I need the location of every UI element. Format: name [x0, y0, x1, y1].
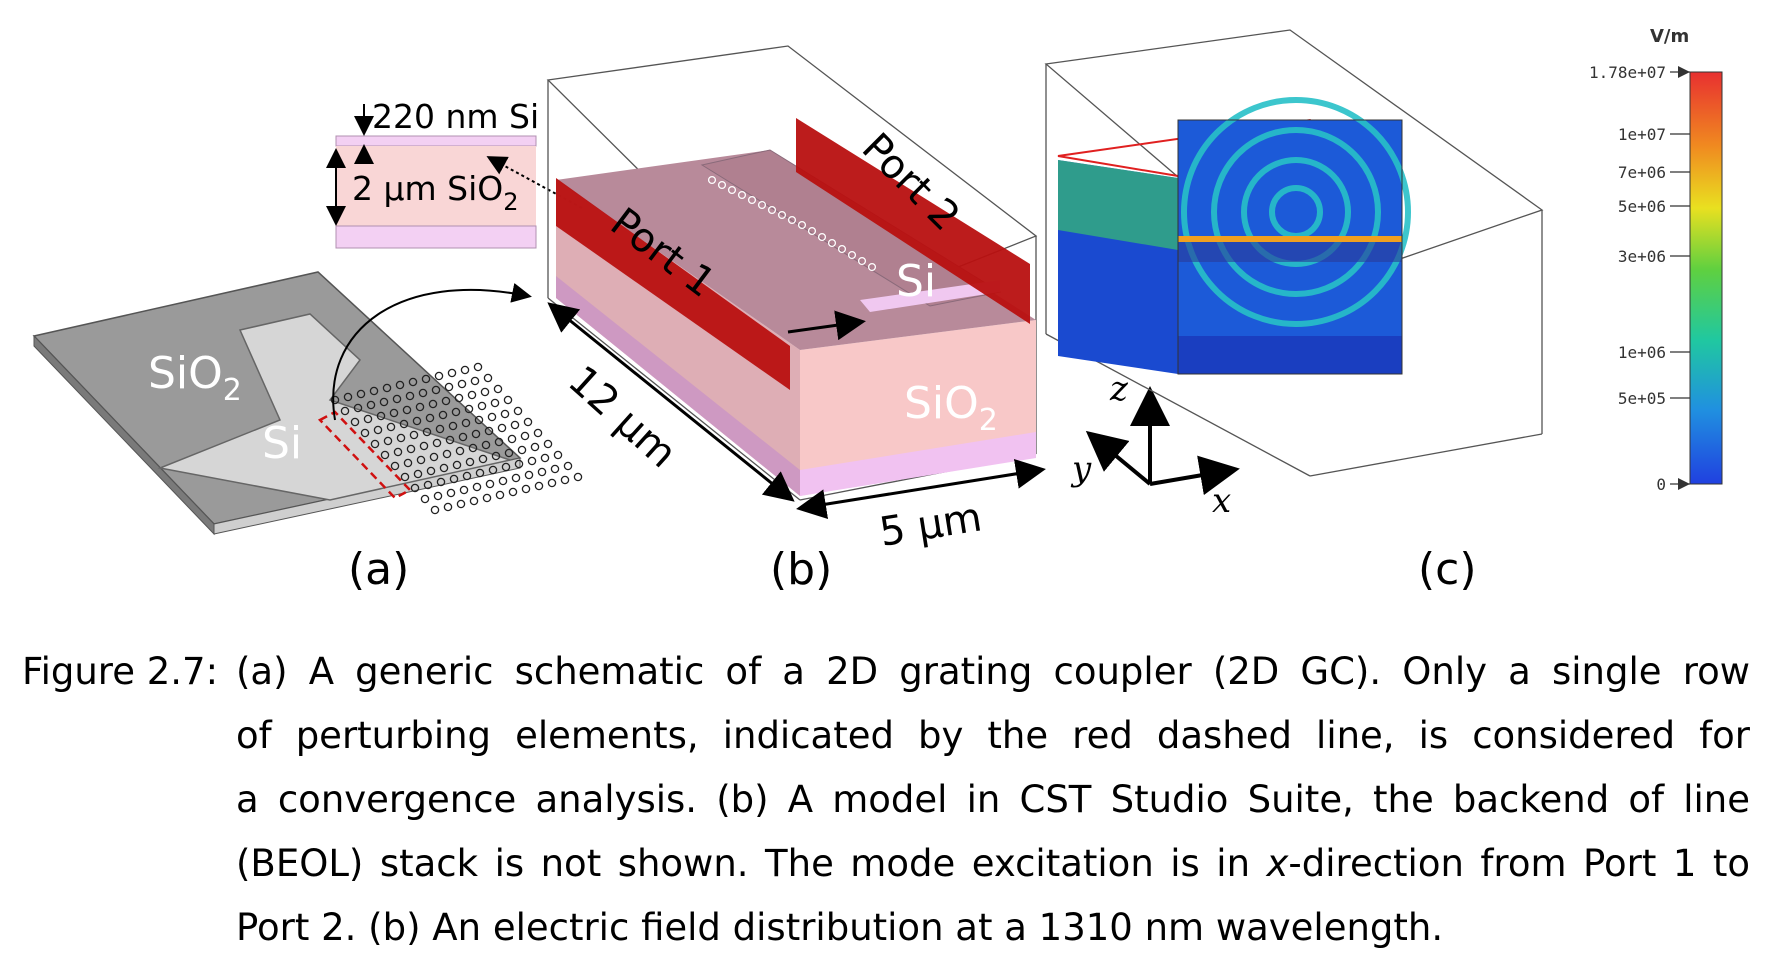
- caption-line: (BEOL) stack is not shown. The mode exci…: [236, 842, 1751, 885]
- layer-stack-inset: 220 nm Si 2 µm SiO2: [326, 97, 583, 249]
- colorbar-tick: 1e+06: [1618, 343, 1666, 362]
- colorbar-tick: 3e+06: [1618, 247, 1666, 266]
- colorbar-tick: 1.78e+07: [1589, 63, 1666, 82]
- panel-c-field: (c): [1044, 29, 1544, 595]
- panel-c-label: (c): [1418, 544, 1477, 595]
- colorbar-tick: 7e+06: [1618, 163, 1666, 182]
- layer-si-label: 220 nm Si: [372, 97, 539, 136]
- field-hotspots: [1178, 236, 1402, 242]
- colorbar-tick: 5e+05: [1618, 389, 1666, 408]
- caption-line: a convergence analysis. (b) A model in C…: [236, 778, 1750, 821]
- layer-sio2-label: 2 µm SiO2: [352, 169, 519, 216]
- panel-b-sio2-label: SiO2: [904, 378, 998, 438]
- caption-line: (a) A generic schematic of a 2D grating …: [236, 650, 1750, 693]
- colorbar-unit: V/m: [1650, 26, 1689, 47]
- panel-a-label: (a): [348, 544, 409, 595]
- axis-x: x: [1212, 481, 1231, 521]
- colorbar-tick: 0: [1656, 475, 1666, 494]
- waveguide-holes: [707, 175, 877, 272]
- axis-y: y: [1070, 449, 1092, 489]
- panel-a-si-label: Si: [262, 418, 302, 469]
- caption-line: of perturbing elements, indicated by the…: [236, 714, 1750, 757]
- colorbar: V/m 1.78e+07 1e+07 7e+06 5e+06 3e+06 1e+…: [1589, 26, 1723, 494]
- coordinate-axes: z y x: [1070, 369, 1240, 521]
- figure-2-7: SiO2 Si (a) 220 nm Si 2 µm SiO2: [32, 26, 1723, 595]
- panel-a-schematic: SiO2 Si (a): [32, 271, 583, 595]
- axis-z: z: [1109, 369, 1129, 409]
- panel-b-label: (b): [770, 544, 832, 595]
- caption-body: (a) A generic schematic of a 2D grating …: [236, 640, 1750, 960]
- port-2: [796, 118, 1030, 324]
- field-pattern: [1181, 97, 1411, 327]
- panel-b-model: 220 nm Si 2 µm SiO2 Port 1: [326, 45, 1046, 595]
- panel-b-si-label: Si: [896, 256, 936, 307]
- colorbar-tick: 5e+06: [1618, 197, 1666, 216]
- colorbar-tick: 1e+07: [1618, 125, 1666, 144]
- grating-holes: [330, 362, 583, 515]
- caption-line: Port 2. (b) An electric field distributi…: [236, 906, 1444, 949]
- panel-a-sio2-label: SiO2: [148, 348, 242, 408]
- figure-number: Figure 2.7:: [22, 650, 219, 693]
- width-label: 5 µm: [876, 494, 985, 555]
